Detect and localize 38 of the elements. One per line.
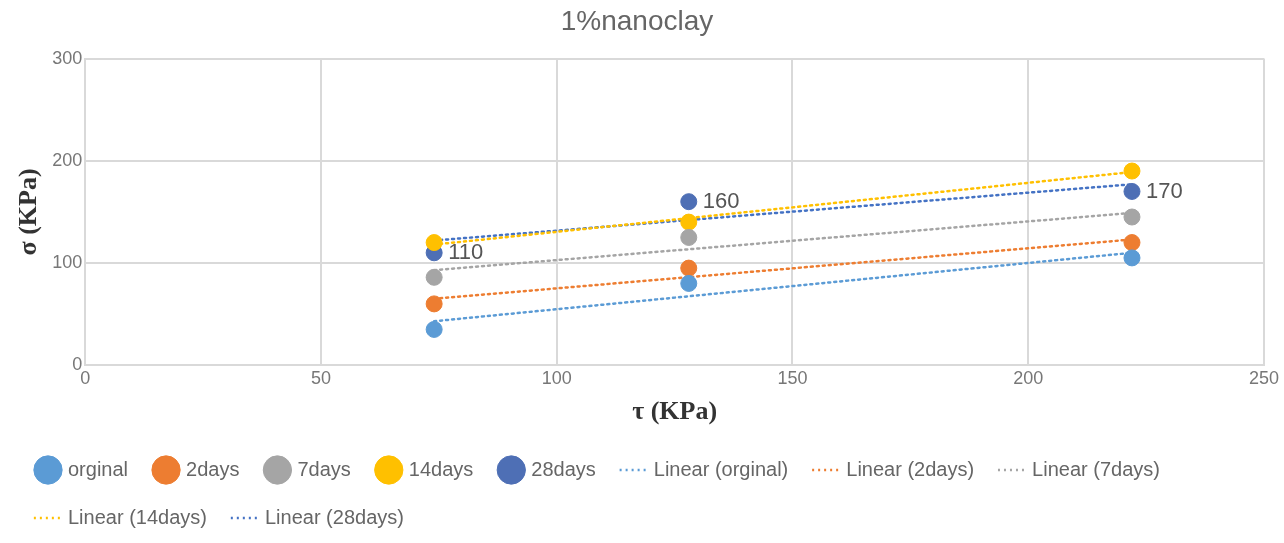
point [425,295,443,313]
legend-label: 28days [531,457,596,480]
point [680,193,698,211]
data-label: 160 [702,187,740,213]
point [1123,162,1141,180]
legend-label: Linear (14days) [68,505,207,528]
x-tick-label: 200 [1013,367,1044,388]
point [680,228,698,246]
legend-label: Linear (7days) [1032,457,1160,480]
y-tick-label: 300 [52,47,83,68]
point [425,268,443,286]
point [680,259,698,277]
point [425,320,443,338]
y-tick-label: 100 [52,251,83,272]
legend-label: orginal [68,457,129,480]
point [680,213,698,231]
x-tick-label: 250 [1248,367,1280,388]
point [425,234,443,252]
data-label: 170 [1145,177,1183,203]
legend-label: Linear (28days) [264,505,404,528]
y-axis-title: σ (KPa) [13,168,43,256]
legend-label: 14days [408,457,474,480]
point [1123,182,1141,200]
legend-label: Linear (2days) [846,457,975,480]
point [1123,249,1141,267]
point [1123,208,1141,226]
x-tick-label: 100 [541,367,572,388]
chart-title: 1%nanoclay [560,4,714,36]
x-tick-label: 150 [777,367,808,388]
x-tick-label: 50 [310,367,331,388]
x-axis-title: τ (KPa) [632,396,718,426]
point [1123,234,1141,252]
y-tick-label: 200 [52,149,83,170]
data-label: 110 [448,238,484,264]
legend-label: 2days [186,457,240,480]
legend-label: 7days [297,457,351,480]
legend-label: Linear (orginal) [653,457,789,480]
point [680,274,698,292]
